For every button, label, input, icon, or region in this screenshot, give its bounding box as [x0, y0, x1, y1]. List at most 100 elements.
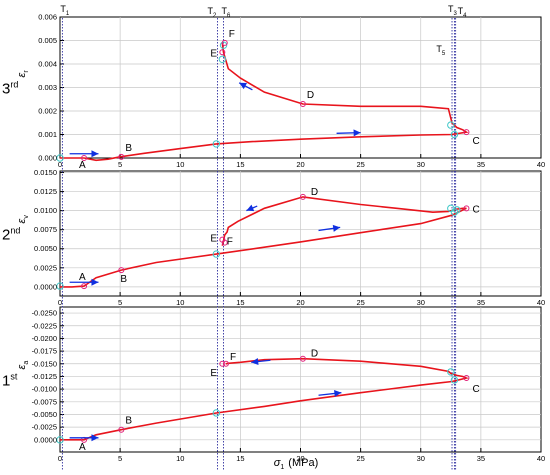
- y-tick-label: -0.0050: [32, 410, 57, 419]
- x-tick-label: 10: [176, 160, 184, 169]
- y-tick-label: -0.0025: [32, 423, 57, 432]
- direction-arrowhead: [251, 358, 259, 366]
- point-label: F: [227, 237, 233, 248]
- x-tick-label: 40: [537, 160, 545, 169]
- point-label: D: [307, 90, 314, 101]
- direction-arrowhead: [239, 82, 247, 90]
- point-marker: [463, 205, 470, 212]
- stage-label: T1: [60, 4, 70, 17]
- point-marker: [221, 239, 228, 246]
- cyan-marker: [212, 140, 221, 148]
- cyan-marker: [218, 55, 227, 63]
- panel-row-label: 3rd: [2, 80, 18, 98]
- labels: σ1 (MPa) 0 5 10 15 20 25 30 35 40 0.000 0.001 0.002 0…: [2, 4, 545, 471]
- y-tick-label: -0.0100: [32, 385, 57, 394]
- point-label: E: [210, 368, 217, 379]
- cyan-marker: [56, 154, 64, 162]
- strain-curve: [60, 42, 469, 162]
- direction-arrowhead: [332, 224, 341, 232]
- point-label: A: [79, 272, 86, 283]
- curves: [60, 42, 469, 441]
- direction-arrowhead: [246, 204, 255, 212]
- x-tick-label: 35: [477, 298, 485, 307]
- grid-lines: [59, 16, 542, 452]
- point-marker: [118, 267, 125, 274]
- x-tick-label: 5: [118, 160, 122, 169]
- point-marker: [118, 426, 125, 433]
- x-tick-label: 25: [356, 298, 364, 307]
- point-label: B: [125, 416, 132, 427]
- x-tick-label: 5: [118, 298, 122, 307]
- x-tick-label: 40: [537, 454, 545, 463]
- direction-arrowhead: [91, 150, 99, 158]
- x-tick-label: 30: [417, 160, 425, 169]
- point-label: D: [311, 349, 318, 360]
- point-marker: [219, 360, 226, 367]
- direction-arrowhead: [334, 389, 342, 397]
- point-marker: [299, 193, 306, 200]
- point-label: F: [229, 29, 235, 40]
- cyan-marker: [219, 41, 228, 49]
- y-tick-label: -0.0250: [32, 309, 57, 318]
- x-tick-label: 25: [356, 160, 364, 169]
- point-label: B: [120, 274, 127, 285]
- point-label: E: [210, 48, 217, 59]
- x-tick-label: 0: [58, 454, 62, 463]
- x-tick-label: 35: [477, 160, 485, 169]
- panel-row-label: 1st: [2, 372, 18, 390]
- y-axis-label: εv: [16, 215, 30, 224]
- x-tick-label: 10: [176, 298, 184, 307]
- x-tick-label: 20: [296, 298, 304, 307]
- point-label: C: [472, 136, 479, 147]
- point-label: C: [472, 384, 479, 395]
- strain-curve: [60, 196, 467, 288]
- y-tick-label: 0.0100: [34, 206, 57, 215]
- y-tick-label: 0.003: [38, 83, 57, 92]
- y-tick-label: -0.0225: [32, 321, 57, 330]
- x-tick-label: 20: [296, 160, 304, 169]
- point-marker: [221, 39, 228, 46]
- y-tick-label: 0.0000: [34, 282, 57, 291]
- y-axis-label: εr: [16, 70, 30, 78]
- x-tick-label: 30: [417, 298, 425, 307]
- point-marker: [299, 355, 306, 362]
- cyan-marker: [447, 368, 455, 376]
- cyan-marker: [447, 121, 455, 129]
- direction-arrowhead: [91, 434, 99, 442]
- x-tick-label: 0: [58, 160, 62, 169]
- point-marker: [222, 360, 229, 367]
- x-tick-label: 0: [58, 298, 62, 307]
- y-tick-label: 0.002: [38, 107, 57, 116]
- point-label: E: [210, 234, 217, 245]
- y-axis-label: εa: [16, 361, 30, 370]
- y-tick-label: 0.0025: [34, 263, 57, 272]
- point-marker: [463, 374, 470, 381]
- point-marker: [299, 100, 306, 107]
- point-label: A: [79, 160, 86, 171]
- y-tick-label: -0.0125: [32, 372, 57, 381]
- y-tick-label: -0.0175: [32, 347, 57, 356]
- direction-arrowhead: [353, 129, 361, 137]
- stage-label: T3: [448, 4, 458, 17]
- cyan-marker: [56, 436, 64, 444]
- point-marker: [81, 155, 88, 161]
- x-tick-label: 15: [236, 454, 244, 463]
- point-label: F: [230, 352, 236, 363]
- stage-label: T5: [436, 44, 446, 57]
- x-tick-label: 15: [236, 160, 244, 169]
- y-tick-label: -0.0150: [32, 359, 57, 368]
- y-tick-label: 0.0150: [34, 168, 57, 177]
- panel-row-label: 2nd: [2, 226, 20, 244]
- point-marker: [219, 49, 226, 56]
- x-tick-label: 10: [176, 454, 184, 463]
- y-tick-label: -0.0075: [32, 397, 57, 406]
- point-label: C: [472, 204, 479, 215]
- markers: [56, 39, 470, 444]
- point-label: A: [79, 442, 86, 453]
- x-tick-label: 20: [296, 454, 304, 463]
- cyan-marker: [450, 208, 459, 216]
- point-label: B: [125, 143, 132, 154]
- y-tick-label: 0.000: [38, 154, 57, 163]
- point-marker: [81, 283, 88, 290]
